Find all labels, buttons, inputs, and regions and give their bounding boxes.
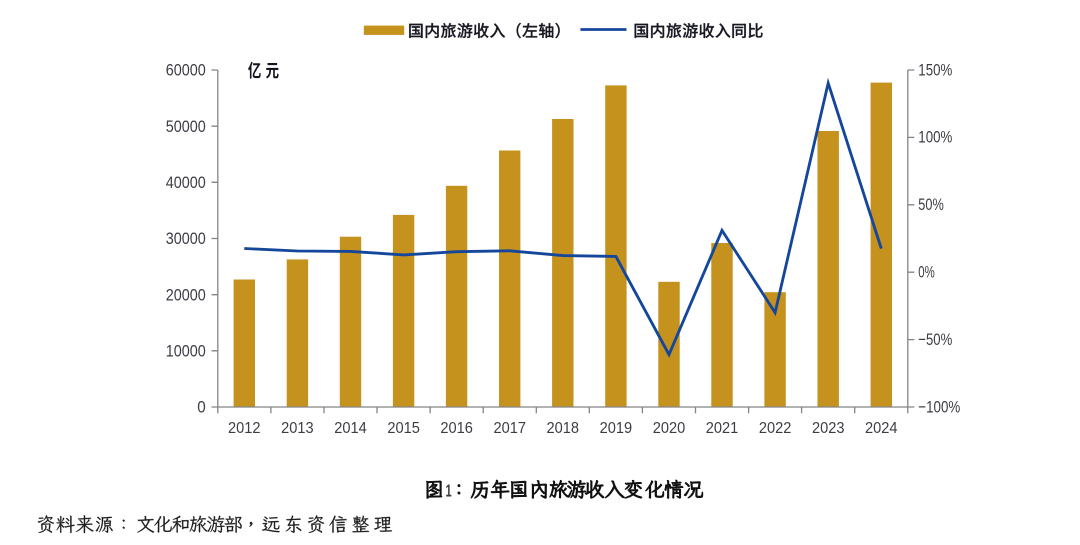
svg-text:2023: 2023 — [812, 420, 845, 437]
svg-text:2014: 2014 — [334, 420, 367, 437]
svg-text:2015: 2015 — [387, 420, 420, 437]
svg-text:−100%: −100% — [918, 397, 960, 416]
svg-text:0%: 0% — [918, 263, 935, 282]
svg-text:40000: 40000 — [166, 173, 206, 192]
svg-text:0: 0 — [197, 398, 206, 417]
svg-text:2020: 2020 — [653, 420, 686, 437]
svg-text:60000: 60000 — [166, 61, 206, 80]
svg-text:10000: 10000 — [166, 341, 206, 360]
svg-text:−50%: −50% — [918, 330, 952, 349]
svg-text:30000: 30000 — [166, 229, 206, 248]
svg-text:2021: 2021 — [706, 420, 739, 437]
svg-text:50000: 50000 — [166, 117, 206, 136]
svg-text:2022: 2022 — [759, 420, 792, 437]
svg-text:2017: 2017 — [493, 420, 526, 437]
svg-text:20000: 20000 — [166, 285, 206, 304]
svg-text:2013: 2013 — [281, 420, 314, 437]
svg-text:50%: 50% — [918, 195, 944, 214]
svg-text:2024: 2024 — [865, 420, 898, 437]
svg-text:1: 1 — [446, 480, 452, 500]
svg-text:2012: 2012 — [228, 420, 261, 437]
svg-text:2018: 2018 — [547, 420, 580, 437]
svg-text:150%: 150% — [918, 60, 952, 79]
svg-text:2016: 2016 — [440, 420, 473, 437]
svg-text:100%: 100% — [918, 128, 952, 147]
svg-text:2019: 2019 — [600, 420, 633, 437]
